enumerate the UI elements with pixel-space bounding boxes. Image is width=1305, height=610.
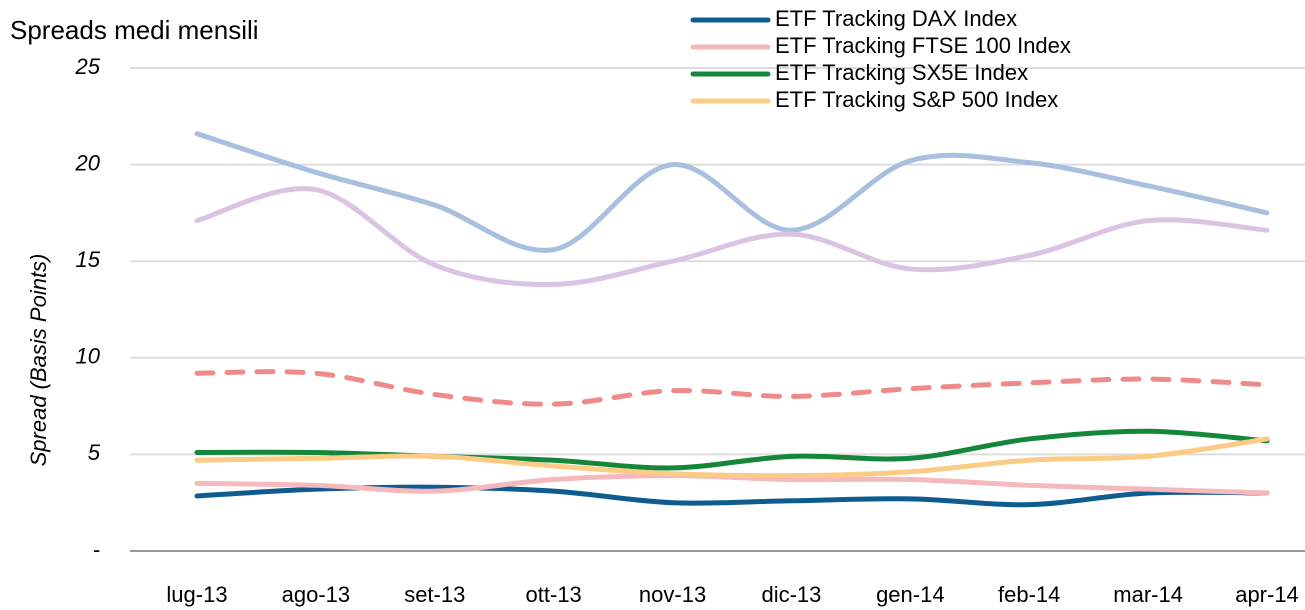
- y-tick-label: 10: [76, 344, 101, 369]
- legend-label: ETF Tracking FTSE 100 Index: [775, 33, 1071, 58]
- y-tick-label: 20: [75, 150, 101, 175]
- legend-label: ETF Tracking DAX Index: [775, 6, 1017, 31]
- y-axis-label: Spread (Basis Points): [26, 254, 51, 467]
- y-tick-label: 15: [76, 247, 101, 272]
- x-tick-label: gen-14: [876, 582, 945, 607]
- series-line: [194, 369, 1270, 407]
- x-tick-label: mar-14: [1113, 582, 1183, 607]
- x-tick-label: lug-13: [166, 582, 227, 607]
- x-tick-label: set-13: [404, 582, 465, 607]
- x-tick-label: feb-14: [998, 582, 1060, 607]
- y-tick-label: 5: [88, 440, 101, 465]
- legend-label: ETF Tracking S&P 500 Index: [775, 87, 1058, 112]
- series-line: [194, 428, 1270, 471]
- x-tick-label: ago-13: [282, 582, 351, 607]
- y-tick-label: 25: [75, 54, 101, 79]
- legend-label: ETF Tracking SX5E Index: [775, 60, 1028, 85]
- x-tick-label: apr-14: [1235, 582, 1299, 607]
- series-line: [194, 186, 1270, 287]
- y-tick-label: -: [93, 537, 100, 562]
- x-tick-label: nov-13: [639, 582, 706, 607]
- x-tick-label: ott-13: [526, 582, 582, 607]
- series-line: [194, 436, 1270, 479]
- series-line: [194, 473, 1270, 496]
- chart-title: Spreads medi mensili: [10, 15, 259, 45]
- x-tick-label: dic-13: [761, 582, 821, 607]
- series-line: [194, 131, 1270, 253]
